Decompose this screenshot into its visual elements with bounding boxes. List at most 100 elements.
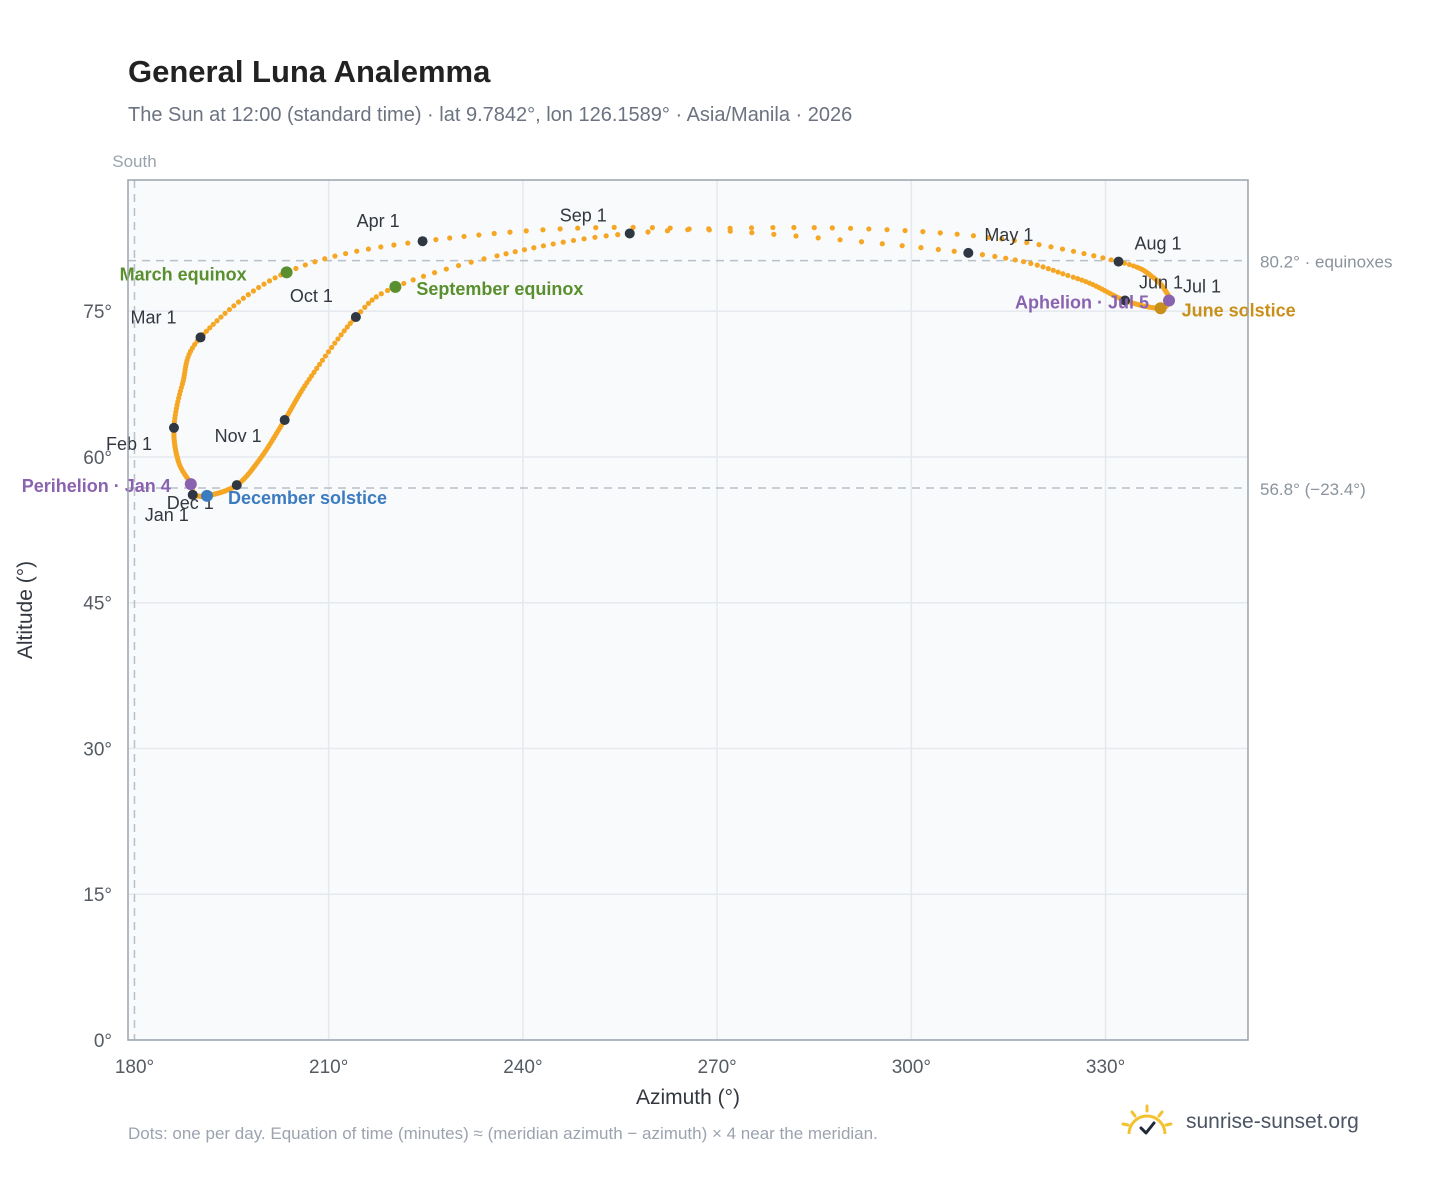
month-marker-label: Oct 1 [290, 286, 333, 306]
daily-sun-dot [1034, 262, 1040, 268]
daily-sun-dot [481, 256, 487, 262]
daily-sun-dot [540, 227, 546, 233]
month-marker-dot [195, 332, 206, 343]
x-tick-label: 210° [309, 1057, 348, 1078]
daily-sun-dot [344, 324, 350, 330]
daily-sun-dot [231, 303, 237, 309]
daily-sun-dot [630, 224, 636, 230]
daily-sun-dot [302, 262, 308, 268]
month-marker-dot [168, 422, 179, 433]
daily-sun-dot [476, 232, 482, 238]
daily-sun-dot [210, 321, 216, 327]
page-subtitle: The Sun at 12:00 (standard time) · lat 9… [128, 104, 853, 126]
daily-sun-dot [770, 224, 776, 231]
daily-sun-dot [226, 306, 233, 313]
daily-sun-dot [503, 251, 509, 257]
month-marker-dot [1119, 295, 1130, 306]
daily-sun-dot [347, 320, 353, 326]
daily-sun-dot [443, 266, 449, 272]
y-tick-label: 30° [83, 739, 112, 760]
daily-sun-dot [311, 369, 317, 375]
daily-sun-dot [391, 242, 397, 248]
event-marker-dot [184, 478, 197, 491]
axis-labels: 180° 210° 240° 270° 300° 330° 0° 15° 30° 45° 60° 75… [14, 152, 1393, 1109]
daily-sun-dot [222, 310, 228, 316]
daily-sun-dot [748, 225, 755, 231]
daily-sun-dot [1011, 238, 1017, 244]
month-marker-dot [417, 236, 428, 247]
daily-sun-dot [365, 300, 372, 307]
daily-sun-dot [685, 227, 691, 233]
daily-sun-dot [986, 234, 992, 240]
x-tick-label: 270° [697, 1057, 736, 1078]
y-tick-label: 60° [83, 448, 112, 469]
daily-sun-dot [433, 237, 439, 243]
month-marker-dot [279, 415, 290, 426]
daily-sun-dot [455, 262, 462, 269]
x-tick-label: 330° [1086, 1057, 1125, 1078]
event-marker-label: September equinox [416, 279, 583, 299]
daily-sun-dot [970, 233, 977, 239]
daily-sun-dot [1055, 269, 1061, 275]
month-marker-label: Nov 1 [215, 426, 262, 446]
daily-sun-dot [829, 225, 835, 231]
daily-sun-dot [1079, 277, 1085, 283]
daily-sun-dot [1070, 248, 1077, 254]
daily-sun-dot [314, 365, 320, 372]
daily-sun-dot [507, 229, 513, 235]
daily-sun-dot [1130, 263, 1137, 269]
month-marker-dot [1113, 256, 1124, 267]
daily-sun-dot [523, 228, 529, 234]
daily-sun-dot [937, 230, 943, 236]
daily-sun-dot [512, 249, 518, 255]
daily-sun-dot [354, 248, 360, 254]
daily-sun-dot [266, 278, 273, 284]
event-marker-label: June solstice [1182, 300, 1296, 320]
daily-sun-dot [592, 234, 598, 240]
daily-sun-dot [218, 314, 224, 320]
daily-sun-dot [494, 253, 500, 259]
daily-sun-dot [405, 240, 411, 246]
brand[interactable]: sunrise-sunset.org [1120, 1104, 1359, 1140]
meridian-label: South [112, 152, 156, 171]
daily-sun-dot [570, 237, 577, 244]
footnote: Dots: one per day. Equation of time (min… [128, 1124, 878, 1143]
event-marker-label: Perihelion · Jan 4 [22, 476, 171, 496]
daily-sun-dot [341, 328, 347, 334]
daily-sun-dot [316, 361, 323, 368]
daily-sun-dot [1065, 272, 1071, 279]
daily-sun-dot [1020, 259, 1027, 265]
daily-sun-dot [410, 277, 416, 283]
daily-sun-dot [999, 236, 1005, 242]
daily-sun-dot [918, 245, 924, 251]
daily-sun-dot [338, 332, 344, 338]
daily-sun-dot [322, 256, 328, 262]
x-axis-label: Azimuth (°) [636, 1086, 740, 1109]
daily-sun-dot [1028, 260, 1034, 267]
month-marker-label: May 1 [984, 225, 1033, 245]
y-axis-label: Altitude (°) [14, 561, 37, 659]
daily-sun-dot [866, 226, 872, 232]
daily-sun-dot [884, 227, 890, 233]
daily-sun-dot [1070, 274, 1076, 280]
event-marker-dot [1163, 294, 1176, 307]
daily-sun-dot [1024, 239, 1030, 246]
daily-sun-dot [706, 226, 712, 232]
event-marker-dot [280, 266, 293, 279]
daily-sun-dot [858, 239, 865, 245]
daily-sun-dot [954, 231, 960, 237]
sun-logo-icon [1121, 1104, 1173, 1135]
daily-sun-dot [235, 299, 242, 305]
daily-sun-dot [1036, 242, 1042, 248]
daily-sun-dot [256, 284, 262, 291]
daily-sun-dot [365, 246, 372, 252]
daily-sun-dot [1050, 267, 1056, 273]
daily-sun-dot [1100, 255, 1106, 261]
daily-sun-dot [811, 225, 817, 231]
daily-sun-dot [791, 224, 797, 231]
y-tick-label: 75° [83, 302, 112, 323]
daily-sun-dot [312, 259, 318, 265]
daily-sun-dot [261, 281, 267, 287]
daily-sun-dot [1012, 257, 1018, 263]
daily-sun-dot [611, 224, 617, 230]
